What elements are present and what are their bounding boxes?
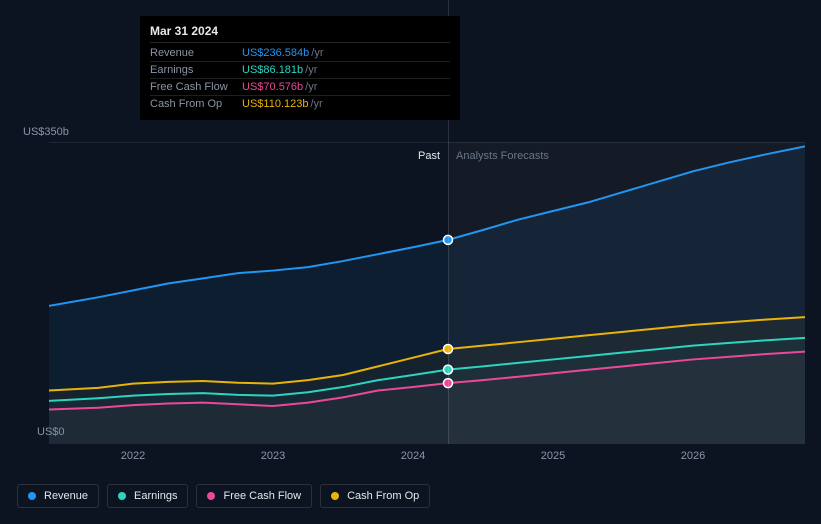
- legend-item-revenue[interactable]: Revenue: [17, 484, 99, 508]
- x-axis-labels: 2022 2023 2024 2025 2026: [49, 450, 805, 470]
- x-axis-tick-label: 2024: [401, 450, 425, 462]
- tooltip-metric-name: Cash From Op: [150, 98, 242, 110]
- tooltip-suffix: /yr: [311, 47, 323, 59]
- legend-dot-icon: [207, 492, 215, 500]
- chart-tooltip: Mar 31 2024 RevenueUS$236.584b /yrEarnin…: [140, 16, 460, 120]
- chart-legend: Revenue Earnings Free Cash Flow Cash From O…: [17, 484, 430, 508]
- plot-area[interactable]: [49, 142, 805, 444]
- x-axis-tick-label: 2022: [121, 450, 145, 462]
- legend-dot-icon: [118, 492, 126, 500]
- tooltip-metric-value: US$70.576b: [242, 81, 303, 93]
- tooltip-metric-name: Earnings: [150, 64, 242, 76]
- y-axis-max-label: US$350b: [23, 126, 69, 138]
- tooltip-metric-name: Free Cash Flow: [150, 81, 242, 93]
- legend-label: Revenue: [44, 490, 88, 502]
- x-axis-tick-label: 2025: [541, 450, 565, 462]
- tooltip-suffix: /yr: [305, 81, 317, 93]
- x-axis-tick-label: 2023: [261, 450, 285, 462]
- tooltip-suffix: /yr: [305, 64, 317, 76]
- tooltip-row: Cash From OpUS$110.123b /yr: [150, 96, 450, 112]
- legend-item-cash_from_op[interactable]: Cash From Op: [320, 484, 430, 508]
- tooltip-metric-value: US$86.181b: [242, 64, 303, 76]
- chart-svg: [49, 142, 805, 444]
- tooltip-row: EarningsUS$86.181b /yr: [150, 62, 450, 79]
- legend-item-earnings[interactable]: Earnings: [107, 484, 188, 508]
- legend-item-free_cash_flow[interactable]: Free Cash Flow: [196, 484, 312, 508]
- region-label-forecast: Analysts Forecasts: [456, 150, 549, 162]
- tooltip-suffix: /yr: [310, 98, 322, 110]
- tooltip-date: Mar 31 2024: [150, 24, 450, 43]
- tooltip-metric-value: US$236.584b: [242, 47, 309, 59]
- tooltip-metric-name: Revenue: [150, 47, 242, 59]
- legend-label: Cash From Op: [347, 490, 419, 502]
- tooltip-metric-value: US$110.123b: [242, 98, 308, 110]
- region-label-past: Past: [418, 150, 440, 162]
- legend-label: Earnings: [134, 490, 177, 502]
- tooltip-row: RevenueUS$236.584b /yr: [150, 45, 450, 62]
- tooltip-row: Free Cash FlowUS$70.576b /yr: [150, 79, 450, 96]
- legend-label: Free Cash Flow: [223, 490, 301, 502]
- legend-dot-icon: [28, 492, 36, 500]
- legend-dot-icon: [331, 492, 339, 500]
- x-axis-tick-label: 2026: [681, 450, 705, 462]
